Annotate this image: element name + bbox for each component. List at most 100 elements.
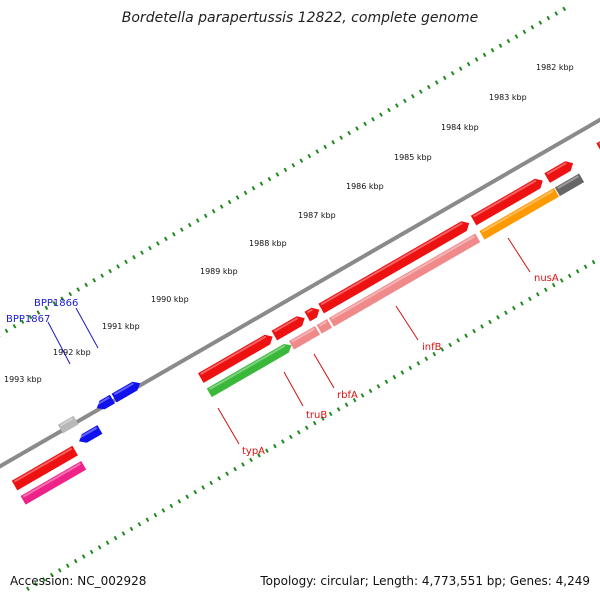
inner-tick [249, 457, 253, 463]
inner-tick [504, 310, 508, 315]
inner-tick [400, 370, 405, 375]
cds-typa-upper [198, 334, 273, 383]
cds-left-red-highlight [14, 447, 73, 483]
outer-tick [92, 278, 97, 283]
gene-label-bpp1867: BPP1867 [6, 314, 50, 325]
inner-tick [217, 476, 221, 481]
scale-label: 1993 kbp [4, 375, 42, 384]
cds-blue-small-highlight [96, 396, 110, 406]
inner-tick [193, 489, 198, 495]
outer-tick [195, 218, 200, 223]
outer-tick [251, 186, 256, 191]
gene-label-trub: truB [306, 410, 327, 421]
outer-tick [4, 328, 9, 334]
backbone-line [0, 117, 600, 469]
cds-red-right [470, 178, 543, 226]
inner-tick [567, 273, 572, 279]
inner-tick [65, 563, 70, 568]
scale-label: 1984 kbp [441, 123, 479, 132]
inner-tick [456, 338, 461, 343]
inner-tick [488, 319, 492, 325]
cds-dark [554, 173, 585, 197]
inner-tick [376, 384, 381, 389]
leader-line [283, 371, 304, 407]
outer-tick [148, 245, 152, 251]
gene-label-nusa: nusA [534, 273, 559, 284]
inner-tick [535, 292, 540, 297]
inner-tick [81, 554, 86, 559]
leader-line [507, 237, 531, 273]
scale-label: 1990 kbp [151, 295, 189, 304]
outer-tick [187, 222, 192, 228]
inner-tick [344, 402, 349, 407]
inner-tick [225, 471, 229, 476]
outer-tick [442, 75, 447, 81]
outer-tick [482, 52, 487, 58]
cds-nusa-highlight [481, 189, 554, 233]
inner-tick [527, 296, 532, 302]
outer-tick [164, 236, 168, 242]
outer-tick [156, 241, 160, 246]
outer-tick [410, 94, 415, 99]
scale-label: 1989 kbp [200, 267, 238, 276]
inner-tick [575, 269, 580, 274]
outer-tick [315, 149, 320, 154]
cds-bpp1867 [79, 425, 103, 443]
inner-tick [153, 512, 158, 518]
outer-tick [140, 250, 144, 255]
inner-tick-ring [26, 256, 600, 591]
outer-tick [116, 264, 120, 269]
outer-tick [283, 167, 288, 173]
outer-tick [84, 282, 89, 288]
map-title: Bordetella parapertussis 12822, complete… [121, 10, 479, 26]
outer-tick [243, 190, 248, 196]
cds-red-short-highlight [273, 317, 299, 333]
inner-tick [296, 430, 301, 435]
cds-gray-highlight [60, 417, 74, 427]
cds-infb [328, 233, 481, 327]
outer-tick [331, 140, 336, 145]
inner-tick [129, 526, 134, 532]
outer-tick [546, 15, 551, 21]
scale-label: 1983 kbp [489, 93, 527, 102]
cds-typa-upper-highlight [200, 335, 267, 375]
cds-magenta-highlight [22, 462, 81, 498]
outer-tick [387, 107, 391, 113]
inner-tick [520, 301, 524, 306]
outer-tick [323, 144, 328, 150]
scale-labels: 1982 kbp 1983 kbp 1984 kbp 1985 kbp 1986 kbp… [4, 63, 574, 384]
cds-magenta [20, 461, 87, 505]
scale-label: 1985 kbp [394, 153, 432, 162]
outer-tick [379, 112, 383, 117]
inner-tick [201, 485, 206, 490]
scale-label: 1991 kbp [102, 322, 140, 331]
cds-red-edge [596, 141, 600, 150]
outer-tick [52, 301, 57, 306]
outer-tick [299, 158, 304, 163]
inner-tick [105, 540, 110, 545]
inner-tick [472, 328, 476, 334]
leader-line [217, 407, 240, 445]
outer-tick [554, 11, 559, 16]
cds-red-right-highlight [473, 179, 537, 218]
cds-infb-highlight [331, 235, 475, 320]
inner-tick [384, 379, 389, 384]
inner-tick [559, 278, 564, 283]
outer-tick [267, 176, 272, 182]
cds-dark-highlight [557, 175, 579, 190]
inner-tick [432, 351, 437, 357]
cds-bpp1867-highlight [78, 426, 98, 439]
outer-tick [530, 25, 535, 30]
cds-nusa [479, 188, 559, 240]
cds-gray [57, 415, 79, 434]
inner-tick [121, 531, 126, 536]
outer-tick [363, 121, 367, 127]
outer-tick [100, 273, 104, 278]
gene-label-typa: typA [242, 446, 265, 457]
inner-tick [145, 517, 150, 522]
outer-tick [355, 126, 359, 131]
outer-tick [132, 255, 136, 260]
inner-tick [320, 416, 325, 421]
leader-line [47, 321, 71, 365]
leader-line [313, 353, 335, 389]
